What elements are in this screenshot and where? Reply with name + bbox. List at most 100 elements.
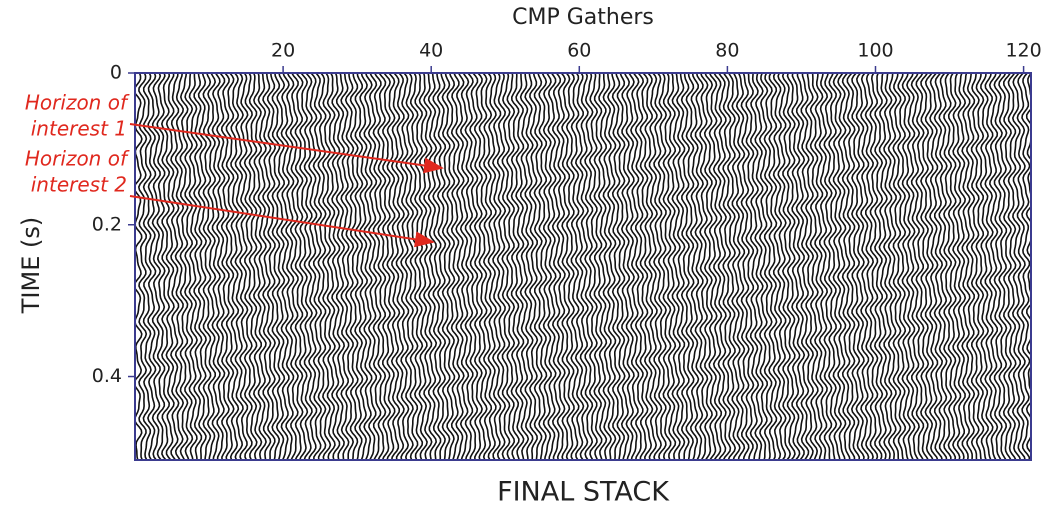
trace bbox=[193, 73, 203, 460]
trace bbox=[800, 73, 810, 460]
trace bbox=[952, 73, 962, 460]
trace bbox=[188, 73, 198, 460]
trace bbox=[717, 73, 727, 460]
trace bbox=[828, 73, 838, 460]
trace bbox=[993, 73, 1003, 460]
trace bbox=[354, 73, 364, 460]
trace bbox=[726, 73, 737, 460]
trace bbox=[423, 73, 433, 460]
trace bbox=[211, 73, 221, 460]
trace bbox=[234, 73, 244, 460]
trace bbox=[358, 73, 369, 460]
trace bbox=[676, 73, 686, 460]
trace bbox=[818, 73, 829, 460]
trace bbox=[979, 73, 990, 460]
trace bbox=[703, 73, 714, 460]
seismic-traces bbox=[135, 73, 1031, 460]
trace bbox=[961, 73, 971, 460]
trace bbox=[634, 73, 645, 460]
trace bbox=[653, 73, 663, 460]
trace bbox=[298, 73, 309, 460]
trace bbox=[685, 73, 695, 460]
trace bbox=[846, 73, 856, 460]
trace bbox=[823, 73, 833, 460]
trace bbox=[805, 73, 815, 460]
trace bbox=[404, 73, 415, 460]
trace bbox=[648, 73, 658, 460]
trace bbox=[363, 73, 373, 460]
trace bbox=[446, 73, 456, 460]
trace bbox=[436, 73, 447, 460]
trace bbox=[386, 73, 396, 460]
trace bbox=[257, 73, 267, 460]
trace bbox=[956, 73, 967, 460]
trace bbox=[920, 73, 930, 460]
trace bbox=[1021, 73, 1031, 460]
trace bbox=[156, 73, 166, 460]
trace bbox=[151, 73, 162, 460]
trace bbox=[248, 73, 258, 460]
trace bbox=[607, 73, 617, 460]
trace bbox=[441, 73, 451, 460]
trace bbox=[722, 73, 732, 460]
trace bbox=[616, 73, 626, 460]
trace bbox=[777, 73, 787, 460]
annotation: interest 1 bbox=[31, 117, 127, 141]
trace bbox=[202, 73, 212, 460]
trace bbox=[206, 73, 217, 460]
y-axis-title: TIME (s) bbox=[17, 217, 45, 314]
trace bbox=[303, 73, 313, 460]
trace bbox=[791, 73, 801, 460]
trace bbox=[749, 73, 760, 460]
trace bbox=[519, 73, 530, 460]
trace bbox=[896, 73, 907, 460]
trace bbox=[754, 73, 764, 460]
trace bbox=[841, 73, 852, 460]
trace bbox=[924, 73, 934, 460]
trace bbox=[795, 73, 806, 460]
trace bbox=[432, 73, 442, 460]
trace bbox=[708, 73, 718, 460]
trace bbox=[418, 73, 428, 460]
trace bbox=[947, 73, 957, 460]
trace bbox=[174, 73, 185, 460]
trace bbox=[781, 73, 792, 460]
trace bbox=[975, 73, 985, 460]
trace bbox=[308, 73, 318, 460]
trace bbox=[588, 73, 599, 460]
trace bbox=[482, 73, 493, 460]
trace bbox=[487, 73, 497, 460]
trace bbox=[170, 73, 180, 460]
trace bbox=[349, 73, 359, 460]
trace bbox=[758, 73, 769, 460]
trace bbox=[252, 73, 263, 460]
plot-frame bbox=[134, 72, 1032, 461]
trace bbox=[630, 73, 640, 460]
trace bbox=[584, 73, 594, 460]
trace bbox=[147, 73, 157, 460]
trace bbox=[542, 73, 553, 460]
trace bbox=[395, 73, 405, 460]
caption: FINAL STACK bbox=[497, 477, 670, 508]
trace bbox=[943, 73, 953, 460]
trace bbox=[340, 73, 350, 460]
trace bbox=[965, 73, 976, 460]
trace bbox=[478, 73, 488, 460]
trace bbox=[409, 73, 419, 460]
trace bbox=[694, 73, 704, 460]
trace bbox=[239, 73, 249, 460]
x-tick-label: 80 bbox=[715, 40, 739, 62]
trace bbox=[850, 73, 861, 460]
trace bbox=[593, 73, 603, 460]
trace bbox=[929, 73, 939, 460]
trace bbox=[331, 73, 341, 460]
trace bbox=[322, 73, 332, 460]
trace bbox=[699, 73, 709, 460]
annotation: Horizon of bbox=[25, 91, 130, 115]
trace bbox=[538, 73, 548, 460]
trace bbox=[565, 73, 575, 460]
trace bbox=[643, 73, 654, 460]
trace bbox=[271, 73, 281, 460]
trace bbox=[294, 73, 304, 460]
trace bbox=[510, 73, 520, 460]
